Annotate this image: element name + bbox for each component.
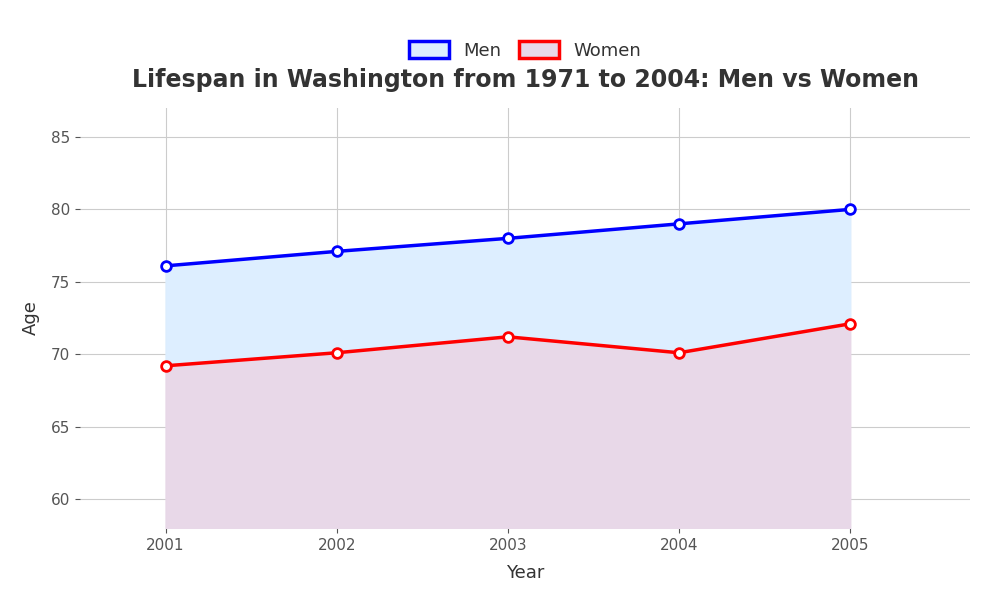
Y-axis label: Age: Age: [22, 301, 40, 335]
Legend: Men, Women: Men, Women: [409, 41, 641, 59]
X-axis label: Year: Year: [506, 564, 544, 582]
Title: Lifespan in Washington from 1971 to 2004: Men vs Women: Lifespan in Washington from 1971 to 2004…: [132, 68, 918, 92]
